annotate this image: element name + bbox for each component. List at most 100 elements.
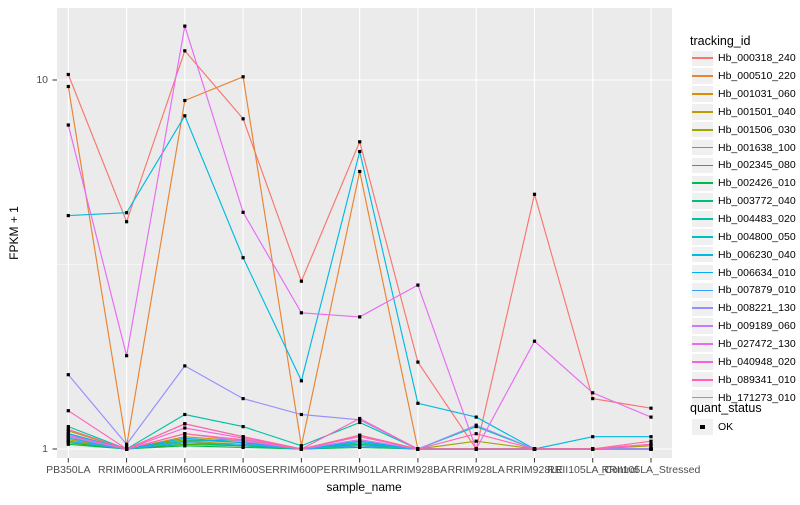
legend-key-line-swatch (692, 175, 713, 191)
data-point (66, 214, 70, 218)
legend-entry-Hb_002345_080: Hb_002345_080 (692, 157, 796, 174)
data-point (66, 123, 70, 127)
data-point (532, 447, 537, 451)
x-tick-label: RRII105LA_Control (547, 464, 639, 476)
x-axis-title: sample_name (326, 480, 402, 494)
data-point (649, 442, 653, 446)
data-point (591, 397, 595, 401)
legend-label: Hb_004483_020 (718, 213, 796, 226)
legend-key-line-swatch (692, 318, 713, 334)
legend-label: Hb_000318_240 (718, 52, 796, 65)
legend-label: Hb_001638_100 (718, 141, 796, 154)
data-point (299, 444, 303, 448)
x-tick-label: RRIM600SE (213, 464, 273, 476)
data-point (241, 397, 245, 401)
data-point (241, 256, 245, 260)
legend-key-line-swatch (692, 68, 713, 84)
x-tick-label: RRIM928LE (505, 464, 564, 476)
legend-entry-Hb_027472_130: Hb_027472_130 (692, 336, 796, 352)
legend-label: Hb_001031_060 (718, 88, 796, 101)
data-point (66, 72, 70, 77)
data-point (241, 210, 245, 214)
x-tick-label: RRII105LA_Stressed (601, 464, 701, 476)
legend-key-line-swatch (692, 157, 713, 174)
data-point (358, 169, 362, 174)
data-point (183, 114, 187, 118)
legend-key-line-swatch (692, 86, 713, 102)
data-point (66, 84, 70, 89)
legend-entry-Hb_008221_130: Hb_008221_130 (692, 300, 796, 317)
legend-title-quant-status: quant_status (690, 401, 762, 415)
legend-entry-Hb_040948_020: Hb_040948_020 (692, 354, 796, 370)
data-point (241, 425, 245, 429)
legend-key-line-swatch (692, 50, 713, 66)
data-point (241, 438, 245, 442)
data-point (125, 211, 129, 215)
legend-label: Hb_001501_040 (718, 105, 796, 118)
y-tick-label-1: 1 (42, 442, 48, 455)
data-point (591, 391, 595, 395)
data-point (241, 435, 245, 439)
data-point (358, 315, 362, 319)
legend-key-point-swatch (692, 419, 713, 435)
data-point (358, 444, 362, 448)
legend-key-line-swatch (692, 122, 713, 138)
x-tick-label: RRIM928BA (388, 464, 448, 476)
legend-entry-Hb_007879_010: Hb_007879_010 (692, 282, 796, 299)
legend-key-line-swatch (692, 264, 713, 281)
data-point (183, 422, 187, 426)
legend-label: Hb_040948_020 (718, 355, 796, 368)
x-tick-label: RRIM901LA (331, 464, 389, 476)
legend-entry-Hb_003772_040: Hb_003772_040 (692, 193, 796, 209)
legend-label: Hb_006230_040 (718, 248, 796, 261)
data-point (183, 441, 187, 445)
data-point (474, 432, 478, 436)
legend-entry-Hb_004800_050: Hb_004800_050 (692, 229, 796, 245)
data-point (66, 373, 70, 377)
x-tick-label: RRIM600LE (156, 464, 214, 476)
data-point (532, 339, 537, 343)
legend-label: Hb_007879_010 (718, 284, 796, 297)
legend-key-line-swatch (692, 193, 713, 209)
legend-key-line-swatch (692, 300, 713, 317)
x-tick-label: RRIM928LA (447, 464, 505, 476)
data-point (649, 447, 653, 451)
legend-entry-Hb_001506_030: Hb_001506_030 (692, 122, 796, 138)
data-point (66, 427, 70, 431)
data-point (416, 447, 420, 451)
legend-entry-Hb_002426_010: Hb_002426_010 (692, 175, 796, 191)
legend-entry-Hb_004483_020: Hb_004483_020 (692, 211, 796, 227)
legend-label: Hb_171273_010 (718, 391, 796, 404)
legend-entry-Hb_009189_060: Hb_009189_060 (692, 318, 796, 334)
x-tick-label: PB350LA (46, 464, 91, 476)
data-point (183, 49, 187, 53)
legend-entry-Hb_000318_240: Hb_000318_240 (692, 50, 796, 66)
legend-label: Hb_002345_080 (718, 159, 796, 172)
data-point (532, 192, 537, 196)
data-point (358, 140, 362, 144)
data-point (591, 447, 595, 451)
data-point (299, 311, 303, 315)
legend-label: OK (718, 421, 734, 433)
legend-entry-Hb_001501_040: Hb_001501_040 (692, 104, 796, 120)
data-point (125, 354, 129, 358)
data-point (241, 75, 245, 79)
legend-label: Hb_002426_010 (718, 177, 796, 190)
data-point (183, 426, 187, 430)
data-point (649, 415, 653, 419)
data-point (358, 149, 362, 154)
data-point (183, 364, 187, 368)
legend-entry-quant-OK: OK (692, 419, 733, 435)
data-point (66, 442, 70, 446)
data-point (66, 425, 70, 429)
legend-key-line-swatch (692, 247, 713, 263)
data-point (66, 439, 70, 443)
legend-key-line-swatch (692, 211, 713, 227)
data-point (416, 283, 420, 287)
data-point (125, 447, 129, 451)
data-point (474, 423, 478, 427)
legend-label: Hb_000510_220 (718, 70, 796, 83)
